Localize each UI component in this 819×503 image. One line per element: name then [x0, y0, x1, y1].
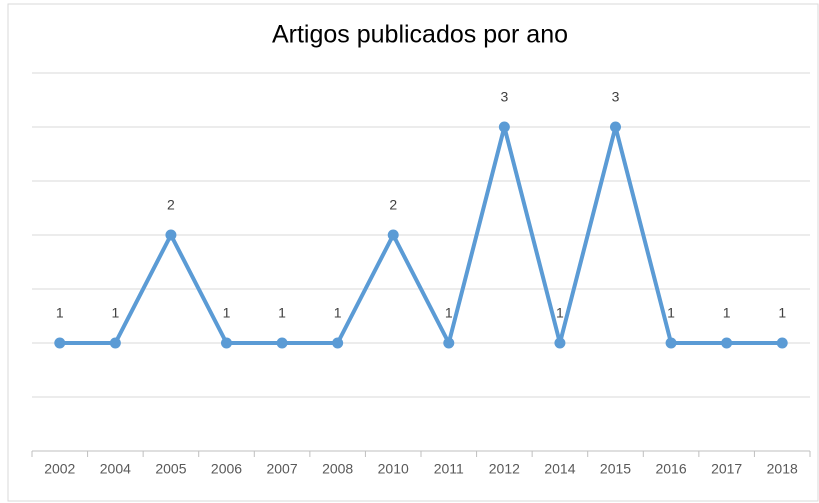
x-tick-label: 2010 [378, 461, 409, 477]
point [498, 121, 510, 133]
line [59, 125, 783, 345]
point [387, 229, 399, 241]
data-label: 1 [223, 305, 231, 321]
data-label: 2 [167, 197, 175, 213]
x-tick-label: 2018 [767, 461, 798, 477]
x-tick-label: 2014 [544, 461, 575, 477]
point [554, 337, 566, 349]
x-tick-label: 2004 [100, 461, 131, 477]
x-tick-label: 2012 [489, 461, 520, 477]
data-label: 1 [56, 305, 64, 321]
chart-border [7, 3, 819, 502]
point [776, 337, 788, 349]
point [665, 337, 677, 349]
x-tick-label: 2008 [322, 461, 353, 477]
point [109, 337, 121, 349]
data-label: 1 [723, 305, 731, 321]
data-label: 2 [389, 197, 397, 213]
x-tick-label: 2005 [155, 461, 186, 477]
x-tick-label: 2011 [434, 461, 464, 477]
point [443, 337, 455, 349]
data-label: 1 [778, 305, 786, 321]
point [54, 337, 66, 349]
point [165, 229, 177, 241]
x-tick-label: 2007 [266, 461, 297, 477]
x-tick-label: 2006 [211, 461, 242, 477]
data-label: 1 [111, 305, 119, 321]
data-label: 3 [612, 89, 620, 105]
data-label: 1 [556, 305, 564, 321]
point [276, 337, 288, 349]
data-label: 1 [334, 305, 342, 321]
point [721, 337, 733, 349]
data-label: 1 [667, 305, 675, 321]
point [610, 121, 621, 133]
chart-title: Artigos publicados por ano [272, 21, 568, 49]
x-tick-label: 2017 [711, 461, 742, 477]
point [221, 337, 232, 349]
x-tick-label: 2015 [600, 461, 631, 477]
x-tick-label: 2016 [655, 461, 686, 477]
x-tick-label: 2002 [44, 461, 75, 477]
point [332, 337, 344, 349]
data-label: 1 [278, 305, 286, 321]
data-label: 1 [445, 305, 453, 321]
data-label: 3 [500, 89, 508, 105]
